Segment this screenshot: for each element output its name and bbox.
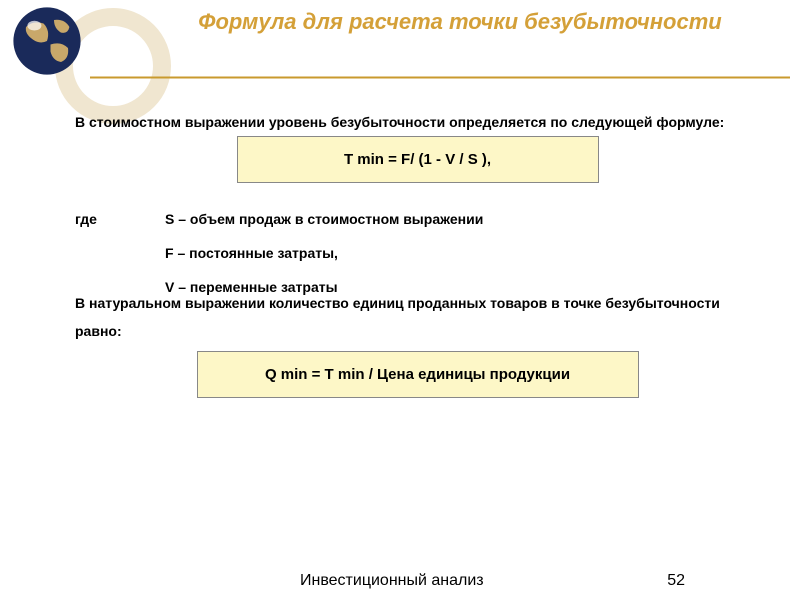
intro-paragraph-1: В стоимостном выражении уровень безубыто… <box>75 108 760 136</box>
globe-icon <box>12 6 82 76</box>
formula-box-monetary: T min = F/ (1 - V / S ), <box>237 136 599 183</box>
slide-title: Формула для расчета точки безубыточности <box>150 8 770 36</box>
where-label: где <box>75 201 165 227</box>
formula-box-quantity: Q min = T min / Цена единицы продукции <box>197 351 639 398</box>
page-number: 52 <box>667 572 685 590</box>
intro-paragraph-2: В натуральном выражении количество едини… <box>75 289 760 345</box>
def-s: S – объем продаж в стоимостном выражении <box>165 211 760 227</box>
content-area: В стоимостном выражении уровень безубыто… <box>75 108 760 416</box>
title-underline <box>90 76 790 79</box>
footer-text: Инвестиционный анализ <box>300 571 484 592</box>
title-bar: Формула для расчета точки безубыточности <box>0 0 800 90</box>
definitions-block: где S – объем продаж в стоимостном выраж… <box>75 201 760 297</box>
def-f: F – постоянные затраты, <box>165 245 760 261</box>
